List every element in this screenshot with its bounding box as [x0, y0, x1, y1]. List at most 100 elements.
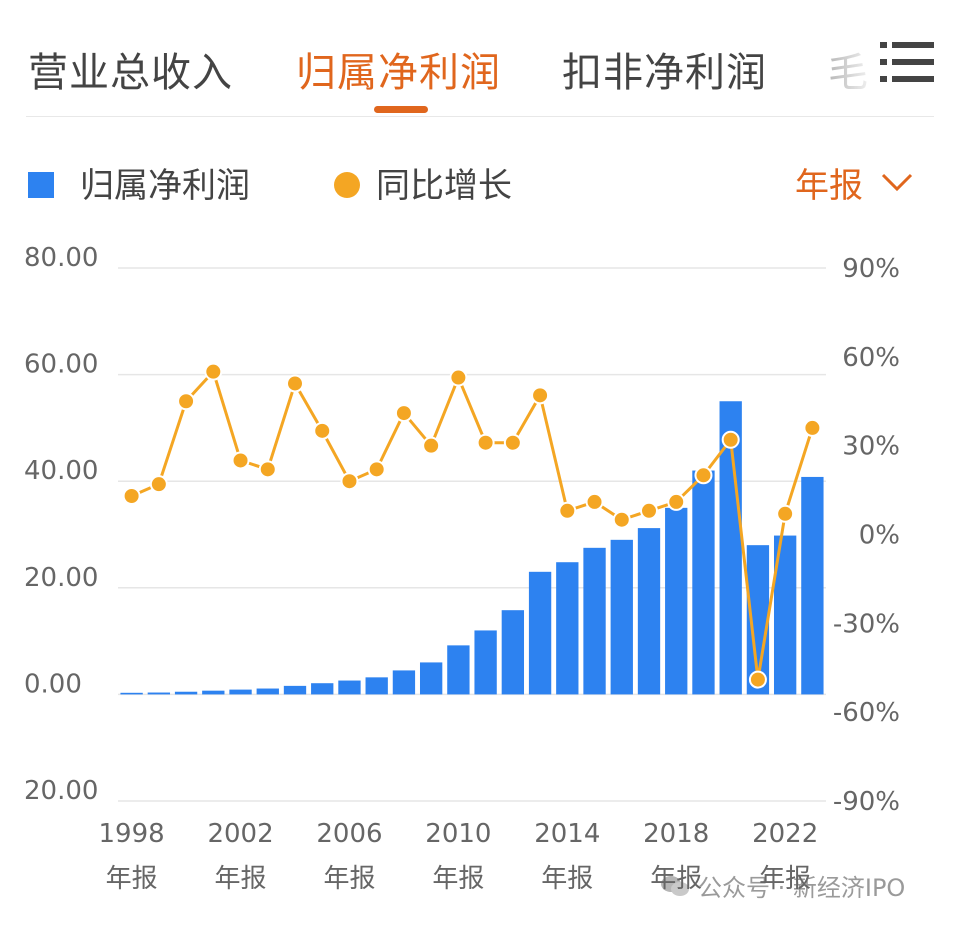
growth-point — [449, 368, 468, 387]
x-axis-suffix-label: 年报 — [214, 864, 267, 894]
bar — [610, 539, 633, 695]
bar — [419, 662, 443, 695]
bar — [501, 610, 525, 695]
x-axis-suffix-label: 年报 — [323, 864, 376, 894]
growth-point — [721, 430, 740, 449]
bar — [311, 683, 334, 695]
x-axis-suffix-label: 年报 — [105, 864, 158, 894]
legend-line-label: 同比增长 — [376, 166, 512, 206]
growth-point — [803, 418, 822, 437]
growth-point — [367, 460, 386, 479]
tab-deducted-net-profit[interactable]: 扣非净利润 — [562, 50, 767, 96]
bar — [283, 685, 307, 695]
growth-point — [694, 466, 713, 485]
bar — [556, 562, 579, 695]
growth-point — [122, 487, 141, 506]
bar — [338, 680, 361, 695]
right-axis-tick-label: -30% — [833, 609, 900, 639]
left-axis-tick-label: 80.00 — [24, 243, 98, 273]
tab-divider — [26, 116, 934, 117]
chevron-down-icon[interactable] — [880, 170, 914, 194]
tab-overflow-fade — [820, 30, 880, 110]
growth-line-series — [122, 362, 822, 689]
legend-line-swatch — [334, 172, 360, 198]
growth-point — [476, 433, 495, 452]
right-axis-tick-label: 30% — [842, 432, 900, 462]
right-axis-tick-label: 0% — [859, 521, 900, 551]
bar — [474, 630, 497, 695]
x-axis-suffix-label: 年报 — [541, 864, 594, 894]
bar — [665, 507, 688, 695]
left-axis-tick-label: 20.00 — [24, 776, 98, 806]
growth-point — [313, 421, 332, 440]
right-axis-ticks: 90% 60% 30% 0% -30% -60% -90% — [833, 254, 900, 817]
left-axis-tick-label: 40.00 — [24, 456, 98, 486]
growth-point — [748, 670, 767, 689]
bar — [746, 545, 770, 695]
growth-point — [503, 433, 522, 452]
growth-point — [340, 472, 359, 491]
bar — [692, 470, 715, 695]
growth-point — [558, 501, 577, 520]
growth-point — [422, 436, 441, 455]
x-axis-suffix-row: 年报 年报 年报 年报 年报 年报 年报 — [0, 858, 960, 898]
bar — [447, 645, 470, 695]
bar — [637, 528, 661, 695]
bar — [528, 571, 552, 695]
growth-point — [394, 404, 413, 423]
tab-net-profit[interactable]: 归属净利润 — [296, 50, 501, 96]
period-selector[interactable]: 年报 — [795, 166, 863, 206]
growth-point — [612, 510, 631, 529]
growth-point — [204, 362, 223, 381]
growth-point — [286, 374, 304, 393]
x-axis-year-label: 2014 — [534, 819, 600, 849]
tab-total-revenue[interactable]: 营业总收入 — [28, 50, 233, 96]
wechat-icon — [661, 875, 689, 896]
left-axis-tick-label: 20.00 — [24, 563, 98, 593]
x-axis-year-label: 2022 — [752, 819, 818, 849]
left-axis-tick-label: 0.00 — [24, 669, 82, 699]
x-axis-year-label: 2018 — [643, 819, 709, 849]
legend-bar-swatch — [28, 172, 54, 198]
menu-icon[interactable] — [880, 40, 936, 84]
x-axis-year-label: 2002 — [207, 819, 273, 849]
bar — [392, 670, 416, 695]
bar — [256, 688, 279, 695]
bar — [773, 535, 797, 695]
left-axis-ticks: 80.00 60.00 40.00 20.00 0.00 20.00 — [24, 243, 98, 806]
growth-point — [177, 392, 196, 411]
left-axis-tick-label: 60.00 — [24, 350, 98, 380]
bar — [801, 476, 824, 695]
bar — [365, 677, 388, 695]
x-axis-ticks: 1998 2002 2006 2010 2014 2018 2022 — [99, 819, 819, 849]
x-axis-year-label: 2010 — [425, 819, 491, 849]
x-axis-year-label: 2006 — [316, 819, 382, 849]
growth-point — [776, 504, 795, 523]
growth-point — [231, 451, 250, 470]
bar — [583, 547, 606, 695]
right-axis-tick-label: 60% — [842, 343, 900, 373]
right-axis-tick-label: -60% — [833, 698, 900, 728]
bar-series — [120, 401, 824, 695]
bar — [174, 691, 198, 695]
growth-point — [667, 492, 686, 511]
bar — [147, 692, 171, 695]
bar — [120, 692, 143, 695]
x-axis-suffix-label: 年报 — [650, 864, 703, 894]
bar — [719, 401, 742, 695]
x-axis-year-label: 1998 — [99, 819, 165, 849]
right-axis-tick-label: 90% — [842, 254, 900, 284]
active-tab-indicator — [374, 106, 428, 113]
bar — [229, 689, 252, 695]
grid-lines — [118, 267, 826, 802]
metric-tab-bar: 营业总收入 归属净利润 扣非净利润 毛 — [0, 0, 960, 118]
right-axis-tick-label: -90% — [833, 787, 900, 817]
growth-point — [531, 386, 550, 405]
growth-point — [585, 492, 604, 511]
x-axis-suffix-label: 年报 — [759, 864, 812, 894]
growth-point — [149, 475, 168, 494]
growth-point — [258, 460, 277, 479]
watermark-text: 公众号 · 新经济IPO — [698, 874, 906, 902]
bar — [202, 690, 225, 695]
profit-chart: 80.00 60.00 40.00 20.00 0.00 20.00 90% 60% 30% 0… — [24, 243, 900, 849]
